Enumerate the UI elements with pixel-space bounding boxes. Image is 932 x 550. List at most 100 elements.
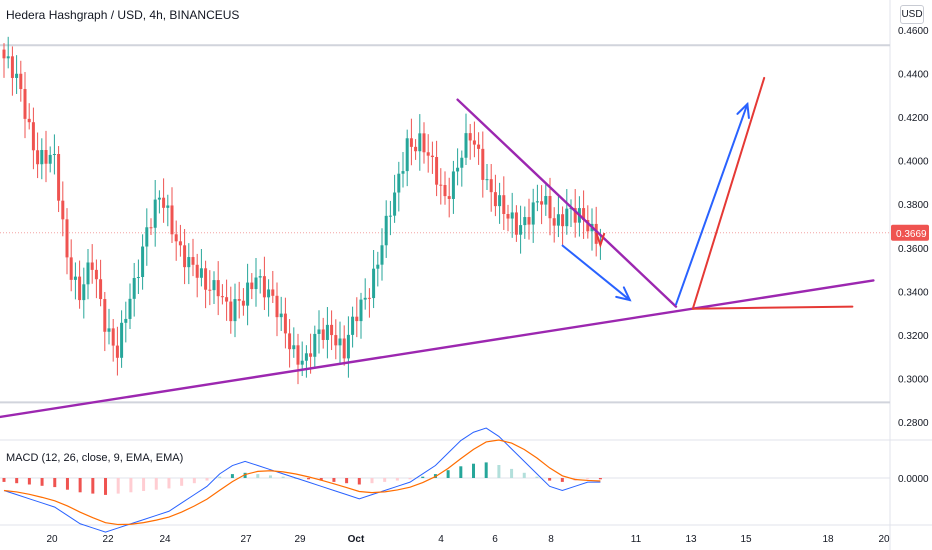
candle-body — [401, 171, 405, 174]
macd-histogram-bar — [142, 478, 146, 491]
candle-body — [510, 212, 514, 219]
macd-histogram-bar — [129, 478, 133, 493]
candle-body — [304, 353, 308, 361]
chart-title: Hedera Hashgraph / USD, 4h, BINANCEUS — [6, 8, 240, 22]
trend-drawings — [0, 76, 875, 419]
candle-body — [514, 212, 518, 235]
macd-histogram-bar — [357, 478, 361, 485]
candle-body — [178, 241, 182, 246]
candle-body — [73, 276, 77, 280]
candle-body — [90, 262, 94, 270]
candle-body — [40, 150, 44, 165]
candle-body — [258, 276, 262, 278]
candle-body — [531, 202, 535, 225]
time-tick-label: 20 — [46, 534, 58, 545]
candle-body — [199, 268, 203, 278]
time-tick-label: 22 — [102, 534, 114, 545]
candle-body — [149, 227, 153, 229]
candle-body — [208, 289, 212, 291]
candle-body — [418, 133, 422, 152]
macd-histogram-bar — [154, 478, 158, 490]
candle-body — [288, 333, 292, 350]
macd-histogram-bar — [510, 468, 514, 478]
macd-histogram-bar — [192, 478, 196, 484]
candle-body — [254, 277, 258, 290]
candle-body — [477, 144, 481, 149]
last-price-badge — [891, 224, 929, 241]
price-tick-label: 0.4000 — [898, 157, 929, 168]
candle-body — [115, 345, 119, 358]
candle-body — [300, 360, 304, 365]
candle-body — [338, 338, 342, 346]
macd-histogram-bar — [116, 478, 120, 494]
candle-body — [519, 225, 523, 235]
macd-histogram-bar — [104, 478, 108, 495]
price-arrowhead — [595, 232, 606, 249]
candle-body — [124, 318, 128, 323]
candle-body — [57, 153, 61, 201]
macd-histogram-bar — [256, 474, 260, 478]
candle-body — [586, 220, 590, 232]
candle-body — [157, 197, 161, 200]
candle-body — [212, 280, 216, 291]
candle-body — [94, 269, 98, 280]
macd-histogram-bar — [472, 463, 476, 478]
candle-body — [552, 218, 556, 226]
candle-body — [493, 192, 497, 207]
candle-body — [393, 192, 397, 216]
arrow-head-3 — [736, 101, 750, 119]
candle-body — [111, 328, 115, 346]
macd-histogram-bar — [408, 478, 412, 480]
macd-histogram-bar — [91, 478, 95, 494]
candle-body — [136, 277, 140, 279]
candle-body — [330, 324, 334, 336]
candle-body — [502, 195, 506, 215]
macd-histogram-bar — [560, 478, 564, 482]
arrow-3 — [675, 103, 749, 306]
candle-body — [527, 217, 531, 225]
candle-body — [52, 153, 56, 155]
arrow-head-2 — [615, 286, 632, 302]
candle-body — [99, 279, 103, 300]
candle-body — [65, 219, 69, 258]
candle-body — [565, 208, 569, 227]
candle-body — [44, 150, 48, 164]
macd-histogram-bar — [78, 478, 82, 493]
time-tick-label: 20 — [878, 534, 890, 545]
candle-body — [241, 300, 245, 306]
time-tick-label: Oct — [348, 534, 365, 545]
currency-button[interactable]: USD — [900, 5, 924, 24]
candle-body — [36, 150, 40, 165]
macd-histogram-bar — [243, 472, 247, 478]
candle-body — [183, 245, 187, 268]
candle-body — [162, 197, 166, 208]
macd-histogram-bar — [548, 478, 552, 481]
macd-histogram-bar — [383, 478, 387, 482]
candle-body — [430, 155, 434, 158]
macd-histogram-bar — [319, 478, 323, 481]
candle-body — [82, 284, 86, 301]
candle-body — [313, 333, 317, 357]
macd-histogram-bar — [27, 478, 31, 485]
price-tick-label: 0.2800 — [898, 418, 929, 429]
price-tick-label: 0.3200 — [898, 331, 929, 342]
time-tick-label: 24 — [159, 534, 171, 545]
candle-body — [6, 56, 10, 59]
candle-body — [342, 338, 346, 359]
macd-histogram-bar — [535, 476, 539, 478]
candle-body — [86, 262, 90, 285]
macd-histogram-bar — [421, 476, 425, 478]
candle-body — [489, 179, 493, 193]
time-tick-label: 27 — [240, 534, 252, 545]
candle-body — [426, 152, 430, 156]
candle-body — [10, 56, 14, 78]
candle-body — [187, 257, 191, 268]
candle-body — [422, 133, 426, 153]
candle-body — [204, 268, 208, 290]
time-tick-label: 13 — [685, 534, 697, 545]
candle-body — [233, 299, 237, 322]
candle-body — [464, 133, 468, 158]
macd-histogram-bar — [40, 478, 44, 486]
candle-body — [582, 208, 586, 221]
